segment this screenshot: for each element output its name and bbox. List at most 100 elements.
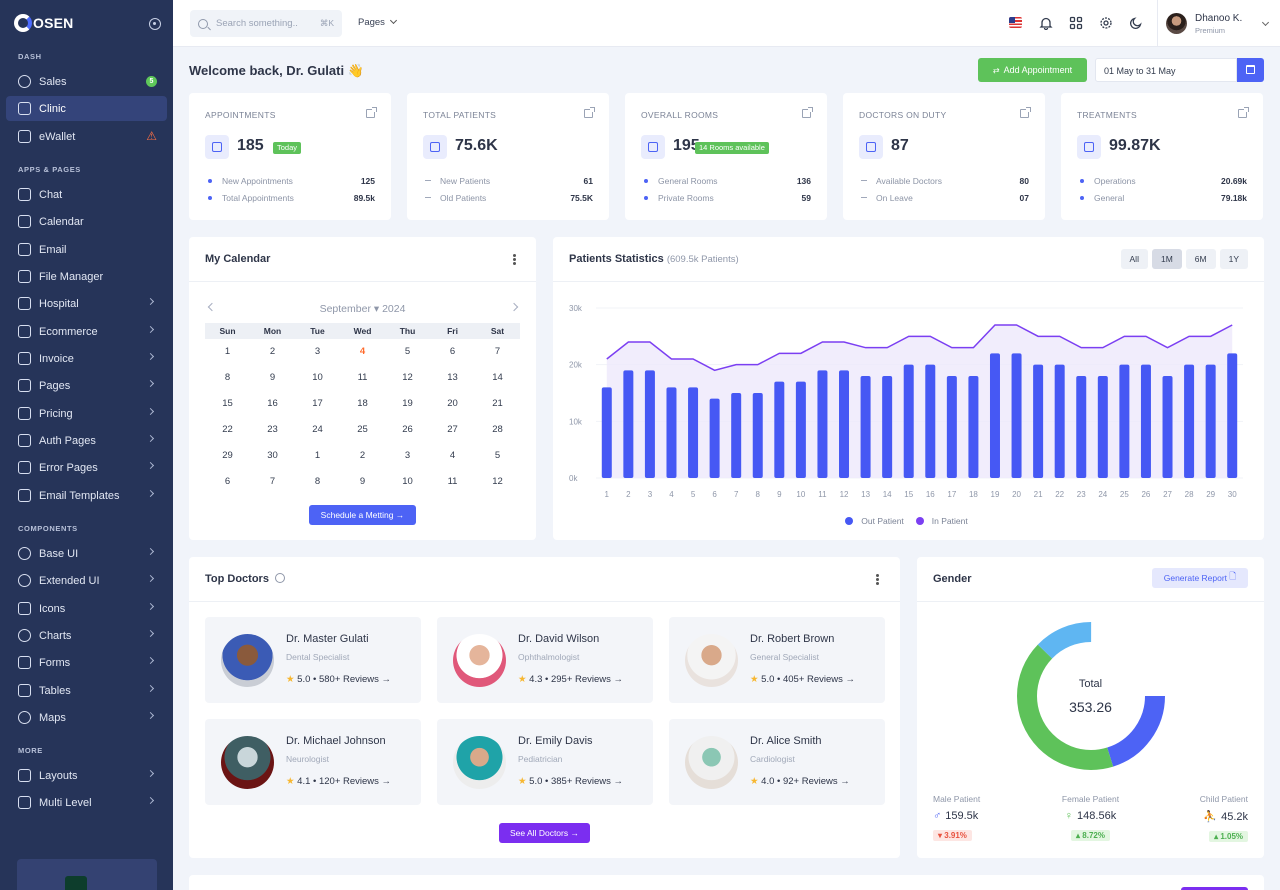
sidebar-item-file-manager[interactable]: File Manager	[6, 264, 167, 289]
tab-1y[interactable]: 1Y	[1219, 249, 1248, 269]
tab-1m[interactable]: 1M	[1151, 249, 1182, 269]
calendar-day[interactable]: 23	[267, 424, 278, 435]
pages-dropdown[interactable]: Pages	[358, 17, 396, 28]
dark-mode-icon[interactable]	[1129, 16, 1143, 30]
out-patient-bar[interactable]	[882, 376, 893, 478]
sidebar-item-base-ui[interactable]: Base UI	[6, 541, 167, 566]
out-patient-bar[interactable]	[774, 381, 785, 478]
legend-item[interactable]: Out Patient	[845, 516, 908, 526]
donut-segment-male-patient[interactable]	[1017, 622, 1165, 770]
bell-icon[interactable]	[1039, 16, 1053, 30]
schedule-meeting-button[interactable]: Schedule a Metting →	[309, 505, 416, 525]
doctor-rating[interactable]: ★ 5.0 • 385+ Reviews →	[518, 776, 623, 787]
add-appointment-button[interactable]: Add Appointment	[978, 58, 1087, 82]
out-patient-bar[interactable]	[666, 387, 677, 478]
doctor-rating[interactable]: ★ 5.0 • 405+ Reviews →	[750, 674, 855, 685]
out-patient-bar[interactable]	[1054, 364, 1065, 478]
calendar-day[interactable]: 10	[312, 372, 323, 383]
sidebar-item-email-templates[interactable]: Email Templates	[6, 483, 167, 508]
us-flag-icon[interactable]	[1009, 17, 1022, 28]
sidebar-item-forms[interactable]: Forms	[6, 650, 167, 675]
external-link-icon[interactable]	[584, 107, 595, 118]
doctor-card[interactable]: Dr. Alice Smith Cardiologist ★ 4.0 • 92+ R…	[669, 719, 885, 805]
calendar-day[interactable]: 28	[492, 424, 503, 435]
sidebar-item-multi-level[interactable]: Multi Level	[6, 790, 167, 815]
more-vertical-icon[interactable]	[513, 258, 516, 261]
calendar-month-year[interactable]: September ▾ 2024	[319, 303, 406, 315]
sidebar-toggle-icon[interactable]	[149, 18, 161, 30]
out-patient-bar[interactable]	[817, 370, 828, 478]
calendar-day[interactable]: 6	[224, 476, 231, 487]
legend-item[interactable]: In Patient	[915, 516, 972, 526]
sidebar-item-sales[interactable]: Sales 5	[6, 69, 167, 94]
calendar-day[interactable]: 13	[447, 372, 458, 383]
sidebar-item-charts[interactable]: Charts	[6, 623, 167, 648]
sidebar-item-ewallet[interactable]: eWallet ⚠	[6, 124, 167, 149]
calendar-day[interactable]: 2	[269, 346, 276, 357]
apps-grid-icon[interactable]	[1069, 16, 1083, 30]
calendar-day[interactable]: 6	[449, 346, 456, 357]
sidebar-item-calendar[interactable]: Calendar	[6, 209, 167, 234]
doctor-card[interactable]: Dr. Michael Johnson Neurologist ★ 4.1 • 12…	[205, 719, 421, 805]
calendar-day[interactable]: 27	[447, 424, 458, 435]
out-patient-bar[interactable]	[752, 393, 763, 478]
out-patient-bar[interactable]	[1227, 353, 1238, 478]
calendar-day[interactable]: 1	[224, 346, 231, 357]
calendar-day[interactable]: 24	[312, 424, 323, 435]
calendar-day[interactable]: 5	[404, 346, 411, 357]
sidebar-item-hospital[interactable]: Hospital	[6, 291, 167, 316]
calendar-day[interactable]: 19	[402, 398, 413, 409]
calendar-day[interactable]: 2	[359, 450, 366, 461]
calendar-day[interactable]: 5	[494, 450, 501, 461]
out-patient-bar[interactable]	[1119, 364, 1130, 478]
sidebar-item-icons[interactable]: Icons	[6, 596, 167, 621]
user-menu[interactable]: Dhanoo K. Premium	[1157, 0, 1280, 47]
sidebar-item-auth-pages[interactable]: Auth Pages	[6, 428, 167, 453]
date-range-input[interactable]: 01 May to 31 May	[1095, 58, 1237, 82]
doctor-card[interactable]: Dr. David Wilson Ophthalmologist ★ 4.3 • 2…	[437, 617, 653, 703]
tab-all[interactable]: All	[1120, 249, 1148, 269]
app-logo[interactable]: OSEN	[14, 14, 73, 32]
calendar-day[interactable]: 1	[314, 450, 321, 461]
date-picker-button[interactable]	[1237, 58, 1264, 82]
sidebar-item-chat[interactable]: Chat	[6, 182, 167, 207]
calendar-day[interactable]: 12	[492, 476, 503, 487]
bottom-card-button[interactable]	[1181, 887, 1248, 890]
out-patient-bar[interactable]	[903, 364, 914, 478]
external-link-icon[interactable]	[1020, 107, 1031, 118]
out-patient-bar[interactable]	[709, 398, 720, 478]
out-patient-bar[interactable]	[839, 370, 850, 478]
out-patient-bar[interactable]	[644, 370, 655, 478]
sidebar-item-pages[interactable]: Pages	[6, 373, 167, 398]
calendar-day[interactable]: 7	[269, 476, 276, 487]
more-vertical-icon[interactable]	[876, 578, 879, 581]
calendar-month[interactable]: September	[319, 303, 371, 315]
out-patient-bar[interactable]	[1076, 376, 1087, 478]
calendar-day[interactable]: 8	[224, 372, 231, 383]
calendar-day[interactable]: 29	[222, 450, 233, 461]
calendar-day[interactable]: 10	[402, 476, 413, 487]
sidebar-item-error-pages[interactable]: Error Pages	[6, 455, 167, 480]
calendar-day[interactable]: 22	[222, 424, 233, 435]
calendar-day-today[interactable]: 4	[359, 346, 366, 357]
calendar-day[interactable]: 15	[222, 398, 233, 409]
external-link-icon[interactable]	[1238, 107, 1249, 118]
out-patient-bar[interactable]	[731, 393, 742, 478]
external-link-icon[interactable]	[802, 107, 813, 118]
sidebar-item-invoice[interactable]: Invoice	[6, 346, 167, 371]
out-patient-bar[interactable]	[795, 381, 806, 478]
gear-icon[interactable]	[1099, 16, 1113, 30]
out-patient-bar[interactable]	[1184, 364, 1195, 478]
search-input[interactable]: Search something.. ⌘K	[190, 10, 342, 37]
external-link-icon[interactable]	[366, 107, 377, 118]
doctor-rating[interactable]: ★ 4.3 • 295+ Reviews →	[518, 674, 623, 685]
calendar-day[interactable]: 11	[357, 372, 368, 383]
info-icon[interactable]	[275, 573, 285, 583]
out-patient-bar[interactable]	[1162, 376, 1173, 478]
sidebar-item-clinic[interactable]: Clinic	[6, 96, 167, 121]
tab-6m[interactable]: 6M	[1185, 249, 1216, 269]
donut-segment-child-patient[interactable]	[1017, 622, 1165, 770]
sidebar-item-maps[interactable]: Maps	[6, 705, 167, 730]
sidebar-item-ecommerce[interactable]: Ecommerce	[6, 319, 167, 344]
doctor-rating[interactable]: ★ 5.0 • 580+ Reviews →	[286, 674, 391, 685]
